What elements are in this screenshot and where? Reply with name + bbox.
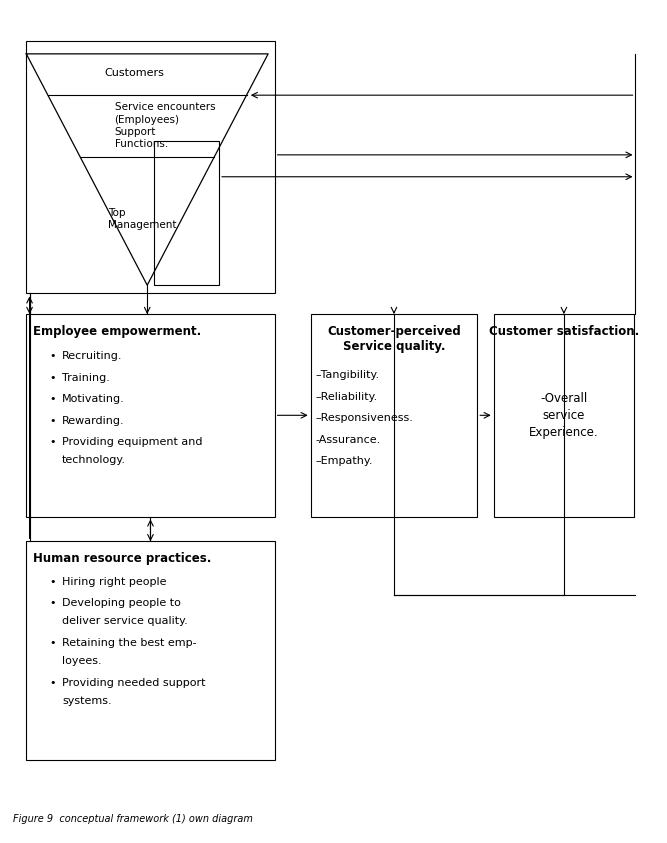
Text: •: • xyxy=(49,352,55,362)
Text: Motivating.: Motivating. xyxy=(62,395,125,405)
Text: Service encounters
(Employees)
Support
Functions.: Service encounters (Employees) Support F… xyxy=(115,102,215,149)
Bar xyxy=(26,314,275,517)
Text: technology.: technology. xyxy=(62,455,126,465)
Text: Customer-perceived
Service quality.: Customer-perceived Service quality. xyxy=(327,325,461,353)
Text: •: • xyxy=(49,577,55,587)
Text: Human resource practices.: Human resource practices. xyxy=(33,552,211,565)
Text: systems.: systems. xyxy=(62,695,112,706)
Text: Customers: Customers xyxy=(104,68,164,78)
Bar xyxy=(153,141,219,285)
Text: –Empathy.: –Empathy. xyxy=(316,456,374,466)
Text: –Tangibility.: –Tangibility. xyxy=(316,370,380,380)
Text: Training.: Training. xyxy=(62,373,110,383)
Text: Hiring right people: Hiring right people xyxy=(62,577,167,587)
Text: deliver service quality.: deliver service quality. xyxy=(62,616,188,626)
Text: Recruiting.: Recruiting. xyxy=(62,352,123,362)
Text: •: • xyxy=(49,678,55,688)
Text: Developing people to: Developing people to xyxy=(62,599,181,609)
Text: Customer satisfaction.: Customer satisfaction. xyxy=(489,325,639,338)
Bar xyxy=(26,41,275,293)
Text: Employee empowerment.: Employee empowerment. xyxy=(33,325,201,338)
Text: -Assurance.: -Assurance. xyxy=(316,435,381,445)
Text: •: • xyxy=(49,599,55,609)
Text: Retaining the best emp-: Retaining the best emp- xyxy=(62,638,197,648)
Text: •: • xyxy=(49,416,55,426)
Text: –Reliability.: –Reliability. xyxy=(316,392,378,402)
Bar xyxy=(494,314,634,517)
Text: •: • xyxy=(49,395,55,405)
Text: Providing needed support: Providing needed support xyxy=(62,678,205,688)
Text: Rewarding.: Rewarding. xyxy=(62,416,125,426)
Text: Top
Management: Top Management xyxy=(108,208,177,230)
Text: -Overall
service
Experience.: -Overall service Experience. xyxy=(529,392,599,439)
Text: –Responsiveness.: –Responsiveness. xyxy=(316,413,414,423)
Text: •: • xyxy=(49,373,55,383)
Text: Providing equipment and: Providing equipment and xyxy=(62,438,203,447)
Text: loyees.: loyees. xyxy=(62,656,102,666)
Bar xyxy=(311,314,478,517)
Text: •: • xyxy=(49,438,55,447)
Text: •: • xyxy=(49,638,55,648)
Text: Figure 9  conceptual framework (1) own diagram: Figure 9 conceptual framework (1) own di… xyxy=(13,813,253,824)
Bar xyxy=(26,541,275,760)
